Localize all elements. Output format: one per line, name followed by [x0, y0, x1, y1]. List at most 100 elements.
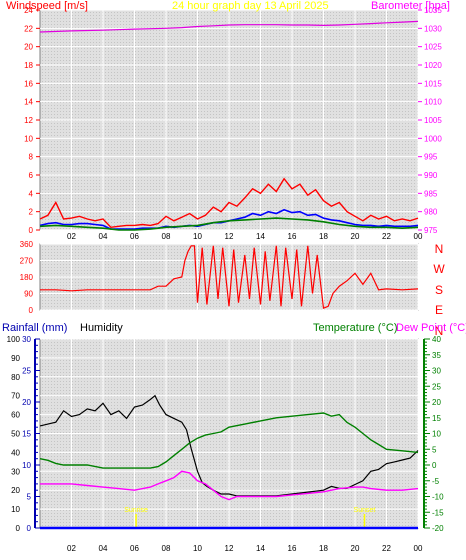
- wind-x-tick-label: 20: [351, 232, 360, 241]
- temp-x-tick-label: 12: [225, 544, 234, 553]
- temp-x-tick-label: 14: [256, 544, 265, 553]
- direction-series: [40, 245, 419, 310]
- humidity-y-tick-label: 10: [11, 505, 20, 514]
- temp-x-tick-label: 02: [67, 544, 76, 553]
- temp-x-tick-label: 08: [162, 544, 171, 553]
- direction-grid: [40, 243, 419, 311]
- temperature-y-tick-label: -10: [432, 493, 444, 502]
- baro-y-tick-label: 1035: [424, 6, 442, 15]
- baro-y-tick-label: 975: [424, 226, 438, 235]
- baro-y-tick-label: 1030: [424, 24, 442, 33]
- wind-grid: [40, 9, 419, 231]
- temperature-y-tick-label: -5: [432, 477, 440, 486]
- baro-y-tick-label: 1005: [424, 116, 442, 125]
- baro-y-tick-label: 1010: [424, 98, 442, 107]
- sun-annotations: Sunrise Sunset: [124, 507, 375, 528]
- compass-label: E: [435, 303, 443, 317]
- temperature-y-tick-label: 15: [432, 414, 441, 423]
- temperature-y-tick-label: 35: [432, 351, 441, 360]
- temperature-y-tick-label: 30: [432, 367, 441, 376]
- temperature-y-tick-label: 0: [432, 461, 437, 470]
- rainfall-y-tick-label: 5: [27, 493, 32, 502]
- temperature-y-tick-label: -15: [432, 508, 444, 517]
- rainfall-y-tick-label: 30: [22, 335, 31, 344]
- humidity-y-tick-label: 90: [11, 354, 20, 363]
- humidity-y-tick-label: 100: [7, 335, 21, 344]
- direction-y-axis-labels: 0 90 180 270 360: [20, 240, 34, 315]
- temperature-y-tick-label: 40: [432, 335, 441, 344]
- baro-y-tick-label: 1000: [424, 134, 442, 143]
- temperature-y-tick-label: 20: [432, 398, 441, 407]
- wind-y-tick-label: 8: [29, 153, 34, 162]
- wind-y-tick-label: 16: [24, 79, 33, 88]
- temp-x-tick-label: 06: [130, 544, 139, 553]
- direction-y-tick-label: 0: [29, 306, 34, 315]
- temperature-y-tick-label: 25: [432, 382, 441, 391]
- wind-x-tick-label: 04: [99, 232, 108, 241]
- humidity-title: Humidity: [80, 322, 123, 334]
- rainfall-y-axis-labels: 0 5 10 15 20 25 30: [22, 335, 40, 533]
- wind-x-tick-label: 18: [319, 232, 328, 241]
- wind-y-tick-label: 14: [24, 98, 33, 107]
- temp-x-tick-label: 18: [319, 544, 328, 553]
- direction-y-tick-label: 360: [20, 240, 34, 249]
- temperature-y-tick-label: 5: [432, 445, 437, 454]
- barometer-title: Barometer [hpa]: [371, 0, 450, 12]
- graph-date-title: 24 hour graph day 13 April 2025: [172, 0, 329, 12]
- direction-y-tick-label: 270: [20, 257, 34, 266]
- wind-x-tick-label: 12: [225, 232, 234, 241]
- baro-y-tick-label: 1025: [424, 43, 442, 52]
- humidity-y-tick-label: 40: [11, 448, 20, 457]
- humidity-y-axis-labels: 0 10 20 30 40 50 60 70 80 90 100: [7, 335, 21, 533]
- dewpoint-title: Dew Point (°C): [396, 322, 466, 334]
- wind-x-tick-label: 14: [256, 232, 265, 241]
- rainfall-y-tick-label: 0: [27, 524, 32, 533]
- wind-x-tick-label: 00: [414, 232, 423, 241]
- temp-x-tick-label: 16: [288, 544, 297, 553]
- wind-x-axis-labels: 02 04 06 08 10 12 14 16 18 20 22 00: [67, 232, 423, 241]
- windspeed-title: Windspeed [m/s]: [6, 0, 88, 12]
- temp-x-tick-label: 10: [193, 544, 202, 553]
- temp-x-tick-label: 20: [351, 544, 360, 553]
- baro-y-tick-label: 995: [424, 153, 438, 162]
- wind-y-tick-label: 22: [24, 24, 33, 33]
- baro-y-axis-labels: 975 980 985 990 995 1000 1005 1010 1015 1020 1025 1…: [418, 6, 442, 235]
- humidity-y-tick-label: 0: [16, 524, 21, 533]
- temperature-line: [39, 412, 419, 469]
- compass-label: N: [435, 242, 444, 256]
- rainfall-y-tick-label: 10: [22, 461, 31, 470]
- humidity-y-tick-label: 50: [11, 430, 20, 439]
- wind-x-tick-label: 10: [193, 232, 202, 241]
- sun-marker-label: Sunset: [354, 507, 376, 514]
- humidity-y-tick-label: 60: [11, 411, 20, 420]
- rainfall-y-tick-label: 25: [22, 367, 31, 376]
- wind-x-tick-label: 08: [162, 232, 171, 241]
- rainfall-y-tick-label: 15: [22, 430, 31, 439]
- wind-y-tick-label: 6: [29, 171, 34, 180]
- wind-x-tick-label: 06: [130, 232, 139, 241]
- calm-line: [39, 217, 419, 231]
- humidity-y-tick-label: 30: [11, 467, 20, 476]
- baro-y-tick-label: 990: [424, 171, 438, 180]
- gust-line: [39, 177, 419, 229]
- temp-hum-series: [39, 394, 419, 530]
- temp-x-tick-label: 04: [99, 544, 108, 553]
- compass-label: S: [435, 283, 443, 297]
- wind-x-tick-label: 02: [67, 232, 76, 241]
- baro-y-tick-label: 980: [424, 208, 438, 217]
- humidity-y-tick-label: 20: [11, 486, 20, 495]
- wind-y-tick-label: 2: [29, 208, 34, 217]
- direction-y-tick-label: 90: [24, 290, 33, 299]
- humidity-y-tick-label: 80: [11, 373, 20, 382]
- compass-label: N: [435, 324, 444, 338]
- temperature-y-axis-labels: -20 -15 -10 -5 0 5 10 15 20 25 30 35 40: [424, 335, 444, 533]
- temp-x-axis-labels: 02 04 06 08 10 12 14 16 18 20 22 00: [67, 544, 423, 553]
- wind-x-tick-label: 22: [382, 232, 391, 241]
- temp-x-tick-label: 22: [382, 544, 391, 553]
- temperature-y-tick-label: -20: [432, 524, 444, 533]
